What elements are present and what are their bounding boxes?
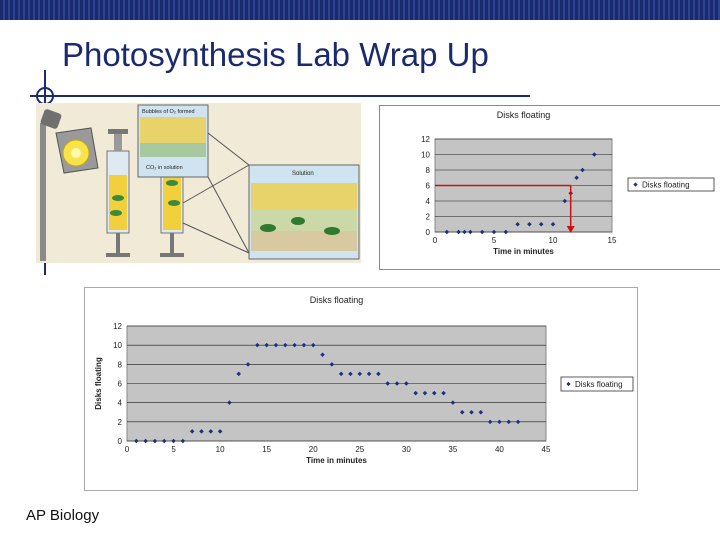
x-tick-label: 35 (448, 445, 457, 454)
y-axis-label: Disks floating (94, 357, 103, 410)
x-tick-label: 5 (492, 236, 497, 245)
y-tick-label: 2 (118, 418, 123, 427)
data-point (487, 419, 493, 425)
syringe-icon (106, 129, 130, 257)
x-axis-label: Time in minutes (493, 247, 554, 256)
leaf-cross-section-icon: Solution (248, 164, 360, 260)
crosshair-horizontal-line (30, 95, 530, 97)
chart-title: Disks floating (310, 295, 364, 305)
y-tick-label: 10 (113, 341, 122, 350)
data-point (329, 362, 335, 367)
x-tick-label: 30 (402, 445, 411, 454)
data-point (550, 221, 556, 227)
chart-title: Disks floating (497, 110, 551, 120)
x-tick-label: 10 (216, 445, 225, 454)
chart-disks-floating-short: Disks floating 0 2 4 6 8 10 12 0 5 10 15 Time in min… (379, 105, 720, 270)
data-point (245, 362, 251, 367)
chart-2-svg: Disks floating 0 2 4 6 8 10 12 0 5 10 15 20 25 30 35 40 4… (94, 295, 634, 465)
data-point (444, 229, 450, 235)
top-banner (0, 0, 720, 20)
x-tick-label: 15 (262, 445, 271, 454)
x-tick-label: 25 (355, 445, 364, 454)
legend-label: Disks floating (575, 380, 623, 389)
y-tick-label: 4 (118, 399, 123, 408)
x-tick-label: 10 (549, 236, 558, 245)
x-tick-label: 40 (495, 445, 504, 454)
illustration-label-bubbles: Bubbles of O₂ formed (142, 109, 195, 115)
data-point (580, 167, 585, 173)
x-tick-label: 45 (542, 445, 551, 454)
chart-1-svg: Disks floating 0 2 4 6 8 10 12 0 5 10 15 Time in min… (421, 110, 715, 256)
y-tick-label: 4 (426, 197, 431, 206)
y-tick-label: 8 (118, 360, 123, 369)
data-point (413, 390, 418, 396)
legend-box (560, 376, 634, 392)
x-tick-label: 0 (433, 236, 438, 245)
slide-title: Photosynthesis Lab Wrap Up (62, 36, 489, 73)
data-point (503, 229, 509, 235)
illustration-label-solution: Solution (292, 171, 314, 177)
y-tick-label: 0 (426, 228, 431, 237)
y-tick-label: 12 (421, 135, 430, 144)
y-tick-label: 12 (113, 322, 122, 331)
data-point (432, 390, 437, 396)
y-tick-label: 6 (118, 380, 123, 389)
x-tick-label: 15 (608, 236, 617, 245)
data-point (441, 390, 446, 396)
data-point (422, 390, 428, 396)
y-tick-label: 2 (426, 213, 431, 222)
legend-marker (633, 182, 638, 187)
legend-box (627, 177, 715, 192)
y-tick-label: 6 (426, 182, 431, 191)
leaf-cross-section-icon: Bubbles of O₂ formed CO₂ in solution (137, 104, 209, 178)
y-tick-label: 10 (421, 151, 430, 160)
y-tick-label: 0 (118, 437, 123, 446)
data-point (497, 419, 502, 425)
data-point (506, 419, 512, 425)
annotation-arrowhead (566, 226, 575, 233)
x-tick-label: 0 (125, 445, 130, 454)
experiment-illustration: Bubbles of O₂ formed CO₂ in solution Sol… (36, 103, 361, 263)
illustration-label-co2: CO₂ in solution (146, 165, 183, 171)
chart-disks-floating-long: Disks floating 0 2 4 6 8 10 12 0 5 10 15 20 25 30 35 40 4… (84, 287, 638, 491)
illustration-svg: Bubbles of O₂ formed CO₂ in solution Sol… (40, 104, 360, 261)
footer-course-label: AP Biology (26, 507, 100, 524)
y-tick-label: 8 (426, 166, 431, 175)
data-point (479, 229, 485, 235)
lamp-icon (40, 109, 99, 261)
x-axis-label: Time in minutes (306, 456, 367, 465)
legend-label: Disks floating (642, 181, 690, 190)
x-tick-label: 20 (309, 445, 318, 454)
x-tick-label: 5 (171, 445, 176, 454)
